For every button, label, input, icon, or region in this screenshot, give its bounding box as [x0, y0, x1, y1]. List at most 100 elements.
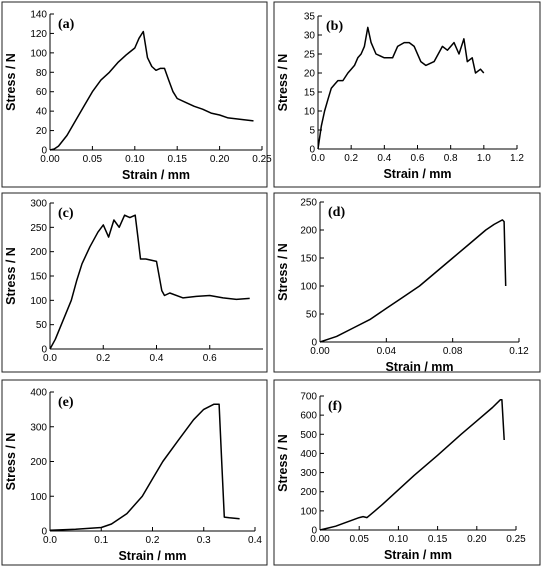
y-tick-label: 600	[300, 411, 317, 422]
y-tick-label: 150	[30, 272, 47, 283]
panel-frame	[1, 1, 268, 188]
y-tick-label: 0	[41, 345, 47, 356]
x-tick-label: 0.15	[167, 154, 187, 165]
y-tick-label: 200	[30, 247, 47, 258]
y-tick-label: 100	[30, 48, 47, 59]
y-tick-label: 0	[311, 338, 317, 349]
y-tick-label: 20	[304, 69, 316, 80]
panel-frame	[1, 379, 268, 566]
panel-label: (d)	[328, 205, 345, 220]
y-tick-label: 0	[309, 145, 315, 156]
x-tick-label: 1.0	[477, 153, 491, 164]
y-tick-label: 0	[311, 526, 317, 537]
x-axis-label: Strain / mm	[383, 167, 451, 181]
y-tick-label: 100	[30, 492, 47, 503]
series-line	[319, 399, 505, 531]
x-tick-label: 0.4	[150, 353, 164, 364]
y-tick-label: 150	[300, 254, 317, 265]
y-tick-label: 35	[304, 12, 316, 23]
y-tick-label: 50	[36, 320, 48, 331]
y-tick-label: 250	[30, 223, 47, 234]
x-tick-label: 0.10	[125, 154, 145, 165]
y-tick-label: 25	[304, 50, 316, 61]
y-tick-label: 200	[30, 457, 47, 468]
panel-label: (c)	[58, 206, 74, 221]
x-tick-label: 0.0	[311, 153, 325, 164]
x-tick-label: 1.2	[510, 153, 524, 164]
y-tick-label: 15	[304, 88, 316, 99]
y-tick-label: 30	[304, 31, 316, 42]
x-tick-label: 0.6	[411, 153, 425, 164]
x-tick-label: 0.08	[443, 346, 463, 357]
y-tick-label: 400	[30, 388, 47, 399]
y-tick-label: 100	[300, 282, 317, 293]
panel-f: 0 100 200 300 400 500 600 700 0.00 0.05 0.10 0.15 0.…	[273, 379, 541, 566]
x-tick-label: 0.00	[310, 534, 330, 545]
y-tick-label: 120	[30, 29, 47, 40]
x-axis-label: Strain / mm	[122, 168, 190, 182]
y-tick-label: 50	[306, 310, 318, 321]
series-line	[319, 219, 507, 343]
y-axis-label: Stress / N	[276, 243, 290, 301]
x-tick-label: 0.05	[349, 534, 369, 545]
y-tick-label: 60	[36, 87, 48, 98]
y-tick-label: 0	[41, 527, 47, 538]
panel-frame	[273, 379, 541, 566]
panel-frame	[1, 192, 268, 373]
y-tick-label: 80	[36, 68, 48, 79]
x-tick-label: 0.6	[203, 353, 217, 364]
x-tick-label: 0.4	[248, 535, 262, 546]
panel-e: 0 100 200 300 400 0.0 0.1 0.2 0.3 0.4 Strain / mm S…	[1, 379, 268, 566]
x-tick-label: 0.20	[467, 534, 487, 545]
x-tick-label: 0.2	[96, 353, 110, 364]
y-axis-label: Stress / N	[4, 433, 18, 491]
panel-frame	[273, 1, 541, 188]
x-tick-label: 0.10	[389, 534, 409, 545]
series-line	[49, 403, 240, 532]
x-tick-label: 0.0	[43, 353, 57, 364]
x-tick-label: 0.04	[377, 346, 397, 357]
y-tick-label: 400	[300, 449, 317, 460]
x-tick-label: 0.0	[43, 535, 57, 546]
x-tick-label: 0.3	[197, 535, 211, 546]
y-tick-label: 0	[41, 146, 47, 157]
panel-label: (e)	[58, 395, 74, 410]
x-tick-label: 0.00	[40, 154, 60, 165]
x-tick-label: 0.8	[444, 153, 458, 164]
panel-a: 0 20 40 60 80 100 120 140 0.00 0.05 0.10 0.15 0.20 0.…	[1, 1, 272, 188]
y-tick-label: 300	[30, 422, 47, 433]
x-axis-label: Strain / mm	[384, 548, 452, 562]
x-tick-label: 0.15	[428, 534, 448, 545]
y-tick-label: 100	[300, 506, 317, 517]
x-tick-label: 0.25	[506, 534, 526, 545]
y-tick-label: 20	[36, 126, 48, 137]
x-tick-label: 0.00	[310, 346, 330, 357]
x-axis-label: Strain / mm	[118, 549, 186, 563]
panel-label: (a)	[58, 17, 75, 32]
panel-b: 0 5 10 15 20 25 30 35 0.0 0.2 0.4 0.6 0.8 1.0 1.2 Strai…	[273, 1, 541, 188]
x-tick-label: 0.05	[83, 154, 103, 165]
panel-frame	[273, 192, 541, 373]
x-axis-label: Strain / mm	[385, 360, 453, 374]
panel-label: (f)	[328, 399, 342, 414]
x-tick-label: 0.25	[252, 154, 272, 165]
x-tick-label: 0.2	[146, 535, 160, 546]
series-line	[49, 30, 254, 151]
y-tick-label: 300	[30, 199, 47, 210]
y-tick-label: 200	[300, 226, 317, 237]
x-tick-label: 0.1	[94, 535, 108, 546]
y-tick-label: 300	[300, 468, 317, 479]
y-tick-label: 500	[300, 430, 317, 441]
y-tick-label: 100	[30, 296, 47, 307]
x-tick-label: 0.4	[377, 153, 391, 164]
series-line	[317, 26, 485, 150]
y-tick-label: 700	[300, 392, 317, 403]
y-axis-label: Stress / N	[4, 247, 18, 305]
y-axis-label: Stress / N	[4, 53, 18, 111]
panel-d: 0 50 100 150 200 250 0.00 0.04 0.08 0.12 Strain / …	[273, 192, 541, 374]
y-tick-label: 200	[300, 487, 317, 498]
y-axis-label: Stress / N	[276, 434, 290, 492]
x-tick-label: 0.20	[210, 154, 230, 165]
y-axis-label: Stress / N	[276, 54, 290, 112]
y-tick-label: 250	[300, 198, 317, 209]
